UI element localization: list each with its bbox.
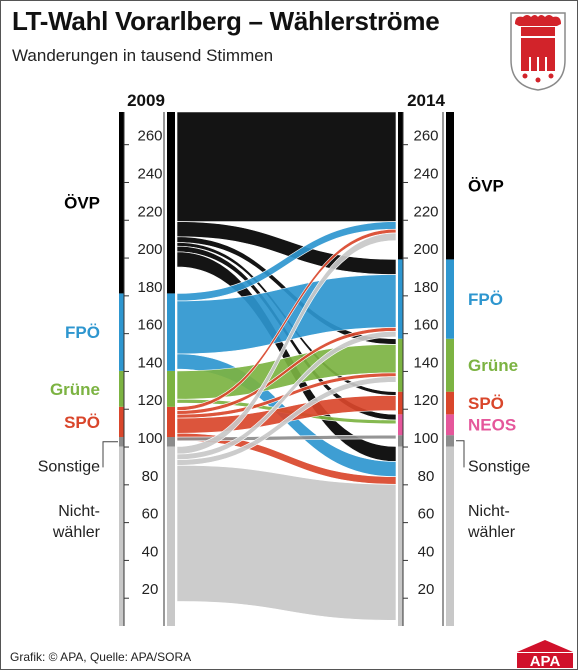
footer-source: Grafik: © APA, Quelle: APA/SORA	[10, 650, 192, 664]
right-rail-sonstige	[446, 435, 454, 447]
right-bar-neos	[398, 414, 403, 436]
right-label-gruene: Grüne	[468, 356, 518, 375]
flow-sonstige-to-sonstige	[176, 434, 397, 442]
right-rail-spoe	[446, 391, 454, 415]
left-stack-2009	[119, 112, 175, 626]
left-tick-label-160: 160	[137, 317, 162, 334]
right-tick-label-160: 160	[413, 317, 438, 334]
left-bar-oevp	[119, 112, 124, 294]
right-tick-label-80: 80	[418, 468, 435, 485]
left-tick-label-140: 140	[137, 354, 162, 371]
left-bar-spoe	[119, 406, 124, 438]
left-tick-label-100: 100	[137, 430, 162, 447]
right-tick-label-200: 200	[413, 241, 438, 258]
right-bar-gruene	[398, 338, 403, 392]
right-tick-label-260: 260	[413, 128, 438, 145]
right-tick-label-60: 60	[418, 506, 435, 523]
right-label-oevp: ÖVP	[468, 177, 504, 196]
right-rail-oevp	[446, 112, 454, 260]
flow-nicht-waehler-to-oevp	[176, 232, 397, 455]
chart-title: LT-Wahl Vorarlberg – Wählerströme	[12, 6, 440, 36]
party-labels: Nicht-wähler Sonstige SPÖ Grüne FPÖ ÖVP Nicht-…	[38, 177, 531, 541]
right-bar-nicht-waehler	[398, 446, 403, 626]
right-tick-label-120: 120	[413, 392, 438, 409]
left-tick-label-40: 40	[142, 543, 159, 560]
chart-subtitle: Wanderungen in tausend Stimmen	[12, 46, 274, 65]
left-tick-label-20: 20	[142, 581, 159, 598]
right-sonstige-leader	[456, 440, 465, 468]
left-bar-sonstige	[119, 437, 124, 447]
flow-oevp-to-oevp	[176, 111, 397, 222]
left-tick-label-220: 220	[137, 203, 162, 220]
flow-nicht-waehler-to-fpoe	[176, 330, 397, 461]
right-label-nicht-waehler-line-1: Nicht-	[468, 503, 510, 520]
right-label-fpoe: FPÖ	[468, 290, 503, 309]
left-tick-label-120: 120	[137, 392, 162, 409]
left-tick-label-80: 80	[142, 468, 159, 485]
left-bar-nicht-waehler	[119, 446, 124, 626]
left-bar-gruene	[119, 370, 124, 407]
right-bar-sonstige	[398, 435, 403, 447]
apa-logo-text: APA	[530, 653, 561, 668]
left-tick-label-200: 200	[137, 241, 162, 258]
axes: 20 40 60 80 100 120 140 160 180 200 220 240 260 20 40 6…	[123, 112, 444, 626]
left-rail-nicht-waehler	[167, 446, 175, 626]
left-rail-oevp	[167, 112, 175, 294]
right-rail-nicht-waehler	[446, 446, 454, 626]
left-label-sonstige: Sonstige	[38, 458, 100, 475]
apa-logo: APA	[517, 640, 573, 668]
left-tick-label-60: 60	[142, 506, 159, 523]
right-bar-fpoe	[398, 259, 403, 339]
left-rail-spoe	[167, 406, 175, 438]
right-stack-2014	[398, 112, 454, 626]
right-tick-label-140: 140	[413, 354, 438, 371]
left-rail-fpoe	[167, 293, 175, 371]
right-rail-fpoe	[446, 259, 454, 339]
right-bar-spoe	[398, 391, 403, 415]
vorarlberg-crest-icon	[510, 12, 566, 91]
right-tick-label-40: 40	[418, 543, 435, 560]
right-bar-oevp	[398, 112, 403, 260]
right-label-neos: NEOS	[468, 416, 516, 435]
right-rail-gruene	[446, 338, 454, 392]
flow-bands	[176, 111, 397, 621]
left-tick-label-240: 240	[137, 165, 162, 182]
right-label-nicht-waehler-line-2: wähler	[467, 524, 516, 541]
voter-flow-chart: 20 40 60 80 100 120 140 160 180 200 220 240 260 20 40 6…	[38, 91, 531, 626]
left-label-gruene: Grüne	[50, 380, 100, 399]
left-label-nicht-waehler-line-1: Nicht-	[58, 503, 100, 520]
left-sonstige-leader	[102, 441, 118, 468]
right-tick-label-100: 100	[413, 430, 438, 447]
right-rail-neos	[446, 414, 454, 436]
flow-nicht-waehler-to-nicht-waehler	[176, 465, 397, 621]
right-tick-label-220: 220	[413, 203, 438, 220]
left-rail-gruene	[167, 370, 175, 407]
left-label-oevp: ÖVP	[64, 194, 100, 213]
year-label-2014: 2014	[407, 91, 445, 110]
right-tick-label-20: 20	[418, 581, 435, 598]
left-rail-sonstige	[167, 437, 175, 447]
year-label-2009: 2009	[127, 91, 165, 110]
right-tick-label-240: 240	[413, 165, 438, 182]
left-label-fpoe: FPÖ	[65, 323, 100, 342]
right-label-spoe: SPÖ	[468, 394, 504, 413]
left-label-spoe: SPÖ	[64, 413, 100, 432]
left-tick-label-180: 180	[137, 279, 162, 296]
left-label-nicht-waehler-line-2: wähler	[52, 524, 101, 541]
flow-nicht-waehler-to-gruene	[176, 376, 397, 466]
right-label-sonstige: Sonstige	[468, 458, 530, 475]
left-bar-fpoe	[119, 293, 124, 371]
left-tick-label-260: 260	[137, 128, 162, 145]
right-tick-label-180: 180	[413, 279, 438, 296]
